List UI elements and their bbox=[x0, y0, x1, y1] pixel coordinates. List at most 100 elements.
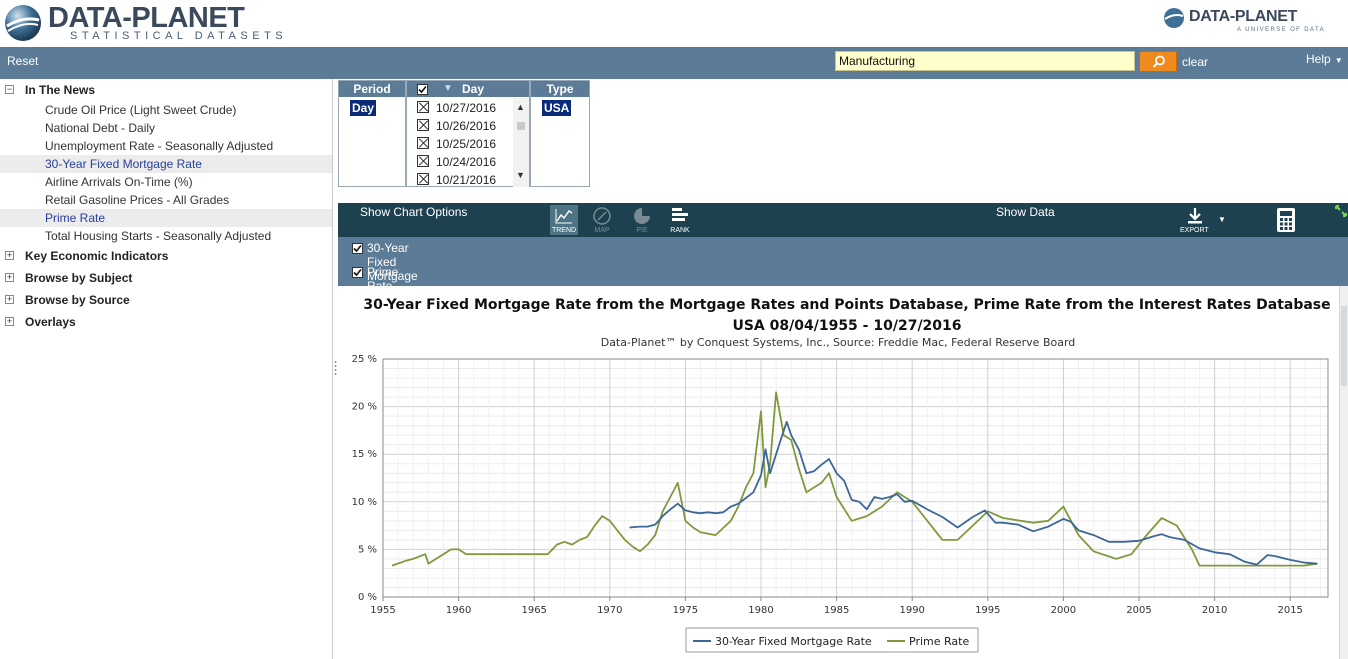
fullscreen-expand-icon[interactable] bbox=[1334, 204, 1348, 218]
chart-legend: 30-Year Fixed Mortgage Rate Prime Rate bbox=[685, 627, 979, 653]
y-tick-label: 0 % bbox=[358, 592, 377, 603]
tree-item-housing-starts[interactable]: Total Housing Starts - Seasonally Adjust… bbox=[0, 227, 332, 245]
x-tick-label: 1980 bbox=[748, 605, 773, 616]
tree-group-key-economic-indicators[interactable]: + Key Economic Indicators bbox=[0, 245, 332, 267]
type-option-usa[interactable]: USA bbox=[542, 100, 572, 116]
rank-view-button[interactable]: RANK bbox=[666, 205, 694, 235]
check-icon bbox=[418, 85, 427, 94]
tree-item-label: Retail Gasoline Prices - All Grades bbox=[45, 193, 230, 207]
day-option[interactable]: 10/27/2016 bbox=[415, 99, 515, 117]
checkbox-x-icon[interactable] bbox=[417, 137, 429, 149]
day-option[interactable]: 10/24/2016 bbox=[415, 153, 515, 171]
export-label: EXPORT bbox=[1180, 227, 1209, 234]
tree-group-label: Browse by Source bbox=[25, 293, 130, 307]
select-all-checkbox[interactable] bbox=[417, 84, 428, 95]
day-option[interactable]: 10/21/2016 bbox=[415, 171, 515, 189]
download-icon bbox=[1188, 208, 1202, 224]
expand-icon[interactable]: + bbox=[5, 250, 14, 260]
export-button[interactable]: EXPORT bbox=[1180, 205, 1210, 235]
checkbox-x-icon[interactable] bbox=[417, 119, 429, 131]
chart-subtitle: USA 08/04/1955 - 10/27/2016 bbox=[732, 318, 961, 334]
tree-item-label: National Debt - Daily bbox=[45, 121, 156, 135]
sort-down-icon[interactable]: ▼ bbox=[443, 83, 453, 94]
legend-label-mortgage: 30-Year Fixed Mortgage Rate bbox=[715, 635, 872, 648]
scrollbar-thumb[interactable] bbox=[1341, 306, 1347, 386]
globe-logo-icon bbox=[5, 5, 41, 41]
tree-group-browse-by-subject[interactable]: + Browse by Subject bbox=[0, 267, 332, 289]
tree-item-mortgage-rate[interactable]: 30-Year Fixed Mortgage Rate bbox=[0, 155, 332, 173]
tree-item-label: Airline Arrivals On-Time (%) bbox=[45, 175, 193, 189]
chart-toolbar: Show Chart Options TREND MAP PIE bbox=[338, 203, 1348, 237]
globe-logo-icon bbox=[1164, 8, 1184, 28]
rank-label: RANK bbox=[670, 227, 690, 234]
clear-search-link[interactable]: clear bbox=[1182, 55, 1209, 69]
map-label: MAP bbox=[594, 227, 610, 234]
line-chart: 30-Year Fixed Mortgage Rate from the Mor… bbox=[352, 297, 1331, 653]
scroll-up-icon[interactable]: ▲ bbox=[516, 102, 525, 112]
tree-group-overlays[interactable]: + Overlays bbox=[0, 311, 332, 333]
panel-splitter-handle[interactable] bbox=[334, 360, 337, 376]
period-option-day[interactable]: Day bbox=[350, 100, 377, 116]
tree-group-label: Key Economic Indicators bbox=[25, 249, 169, 263]
day-list-scrollbar[interactable]: ▲ ▼ bbox=[513, 98, 529, 187]
expand-icon[interactable]: + bbox=[5, 294, 14, 304]
tree-item-unemployment[interactable]: Unemployment Rate - Seasonally Adjusted bbox=[0, 137, 332, 155]
x-tick-label: 1960 bbox=[446, 605, 471, 616]
day-option-label: 10/26/2016 bbox=[436, 119, 497, 133]
search-icon bbox=[1152, 55, 1165, 68]
pie-chart-icon bbox=[634, 208, 650, 224]
checkbox-x-icon[interactable] bbox=[417, 173, 429, 185]
day-option[interactable]: 10/26/2016 bbox=[415, 117, 515, 135]
checkbox-x-icon[interactable] bbox=[417, 101, 429, 113]
tree-group-label: In The News bbox=[25, 83, 96, 97]
show-data-button[interactable]: Show Data bbox=[996, 205, 1055, 219]
tree-item-prime-rate[interactable]: Prime Rate bbox=[0, 209, 332, 227]
logo-tagline: STATISTICAL DATASETS bbox=[70, 30, 288, 42]
series-checkbox[interactable] bbox=[352, 267, 363, 278]
chart-scrollbar[interactable] bbox=[1339, 286, 1348, 659]
expand-icon[interactable]: + bbox=[5, 316, 14, 326]
reset-button[interactable]: Reset bbox=[7, 54, 39, 68]
x-tick-label: 1985 bbox=[824, 605, 849, 616]
search-button[interactable] bbox=[1139, 51, 1177, 72]
check-icon bbox=[353, 244, 362, 253]
logo-tagline: A UNIVERSE OF DATA bbox=[1237, 27, 1325, 33]
checkbox-x-icon[interactable] bbox=[417, 155, 429, 167]
calculator-button[interactable] bbox=[1272, 205, 1300, 235]
header: DATA-PLANET STATISTICAL DATASETS DATA-PL… bbox=[0, 0, 1348, 47]
rank-bars-icon bbox=[672, 208, 688, 221]
tree-item-gasoline-prices[interactable]: Retail Gasoline Prices - All Grades bbox=[0, 191, 332, 209]
tree-item-crude-oil[interactable]: Crude Oil Price (Light Sweet Crude) bbox=[0, 101, 332, 119]
tree-item-label: Unemployment Rate - Seasonally Adjusted bbox=[45, 139, 274, 153]
y-tick-label: 5 % bbox=[358, 544, 377, 555]
series-line-mortgage-rate bbox=[629, 420, 1318, 566]
filter-panel: Period Day ▼ Day 10/27/2016 10/26/2016 1… bbox=[338, 79, 1348, 199]
day-option[interactable]: 10/25/2016 bbox=[415, 135, 515, 153]
logo-data-planet[interactable]: DATA-PLANET STATISTICAL DATASETS bbox=[4, 2, 304, 44]
day-header: ▼ Day bbox=[407, 81, 529, 97]
tree-group-in-the-news[interactable]: − In The News bbox=[0, 79, 332, 101]
scrollbar-thumb[interactable] bbox=[517, 122, 525, 130]
show-chart-options-button[interactable]: Show Chart Options bbox=[360, 205, 468, 219]
tree-group-browse-by-source[interactable]: + Browse by Source bbox=[0, 289, 332, 311]
tree-item-national-debt[interactable]: National Debt - Daily bbox=[0, 119, 332, 137]
y-tick-label: 20 % bbox=[352, 402, 377, 413]
collapse-icon[interactable]: − bbox=[5, 84, 14, 94]
day-header-label: Day bbox=[462, 82, 485, 96]
scroll-down-icon[interactable]: ▼ bbox=[516, 170, 525, 180]
type-header: Type bbox=[531, 81, 589, 97]
tree-item-label: 30-Year Fixed Mortgage Rate bbox=[45, 157, 202, 171]
tree-item-airline-arrivals[interactable]: Airline Arrivals On-Time (%) bbox=[0, 173, 332, 191]
pie-view-button[interactable]: PIE bbox=[628, 205, 656, 235]
export-dropdown-icon[interactable]: ▼ bbox=[1218, 215, 1226, 224]
help-menu[interactable]: Help ▼ bbox=[1306, 52, 1343, 66]
series-checkbox[interactable] bbox=[352, 243, 363, 254]
trend-view-button[interactable]: TREND bbox=[550, 205, 578, 235]
logo-data-planet-small[interactable]: DATA-PLANET A UNIVERSE OF DATA bbox=[1163, 6, 1343, 42]
map-view-button[interactable]: MAP bbox=[588, 205, 616, 235]
period-filter: Period Day bbox=[338, 80, 406, 187]
pie-label: PIE bbox=[636, 227, 648, 234]
expand-icon[interactable]: + bbox=[5, 272, 14, 282]
search-input[interactable] bbox=[835, 51, 1135, 71]
